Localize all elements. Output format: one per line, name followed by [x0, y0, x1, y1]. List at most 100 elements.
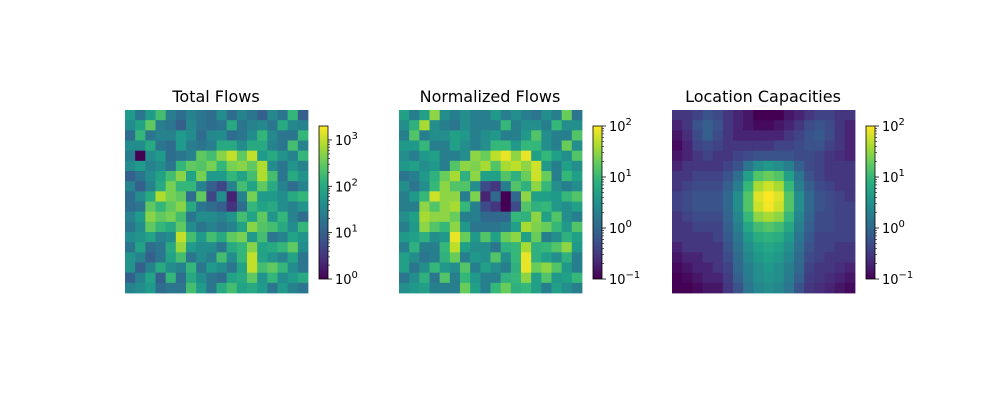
heatmap-cell	[480, 221, 491, 233]
heatmap-cell	[196, 181, 207, 192]
heatmap-cell	[429, 221, 441, 233]
heatmap-cell	[399, 272, 410, 284]
heatmap-cell	[247, 211, 258, 223]
heatmap-cell	[419, 262, 430, 274]
heatmap-cell	[814, 211, 825, 223]
heatmap-cell	[794, 242, 805, 253]
heatmap-cell	[571, 191, 583, 202]
heatmap-cell	[722, 130, 734, 141]
heatmap-cell	[419, 120, 430, 131]
heatmap-cell	[763, 130, 775, 141]
heatmap-cell	[521, 181, 532, 192]
heatmap-cell	[722, 232, 734, 243]
heatmap-cell	[561, 130, 573, 141]
heatmap-cell	[460, 242, 471, 253]
heatmap-cell	[551, 181, 563, 192]
heatmap-cell	[733, 181, 744, 192]
heatmap-cell	[500, 221, 512, 233]
heatmap-cell	[470, 150, 481, 162]
heatmap-cell	[551, 282, 563, 294]
heatmap-cell	[733, 221, 744, 233]
heatmap-cell	[702, 211, 714, 223]
heatmap-cell	[287, 272, 299, 284]
heatmap-cell	[186, 191, 197, 202]
heatmap-cell	[814, 140, 825, 152]
heatmap-cell	[226, 171, 238, 182]
heatmap-cell	[449, 120, 461, 131]
heatmap-cell	[186, 171, 197, 182]
heatmap-cell	[429, 262, 441, 274]
heatmap-cell	[561, 211, 573, 223]
heatmap-cell	[155, 262, 167, 274]
heatmap-cell	[257, 262, 268, 274]
heatmap-cell	[125, 221, 136, 233]
heatmap-cell	[267, 201, 278, 213]
heatmap-cell	[439, 130, 451, 141]
heatmap-cell	[844, 150, 856, 162]
heatmap-cell	[541, 171, 552, 182]
heatmap-cell	[196, 191, 207, 202]
colorbar-tick-label: 101	[882, 168, 905, 186]
heatmap-cell	[277, 110, 289, 121]
heatmap-cell	[561, 181, 573, 192]
heatmap-cell	[216, 160, 228, 172]
heatmap-cell	[449, 272, 461, 284]
heatmap-cell	[722, 262, 734, 274]
heatmap-cell	[500, 232, 512, 243]
heatmap-cell	[460, 201, 471, 213]
heatmap-cell	[480, 272, 491, 284]
heatmap-cell	[824, 160, 836, 172]
heatmap-cell	[155, 211, 167, 223]
heatmap-cell	[814, 171, 825, 182]
heatmap-cell	[722, 171, 734, 182]
heatmap-cell	[175, 181, 187, 192]
heatmap-cell	[692, 130, 703, 141]
heatmap-cell	[672, 221, 683, 233]
heatmap-cell	[439, 282, 451, 294]
heatmap-cell	[409, 181, 420, 192]
heatmap-cell	[692, 272, 703, 284]
heatmap-cell	[216, 221, 228, 233]
heatmap-cell	[814, 201, 825, 213]
heatmap-cell	[460, 171, 471, 182]
heatmap-cell	[531, 252, 542, 263]
heatmap-cell	[834, 171, 846, 182]
heatmap-cell	[551, 252, 563, 263]
heatmap-cell	[672, 150, 683, 162]
heatmap-cell	[510, 232, 522, 243]
heatmap-cell	[419, 221, 430, 233]
heatmap-cell	[712, 242, 724, 253]
heatmap-cell	[773, 150, 785, 162]
heatmap-cell	[541, 120, 552, 131]
heatmap-cell	[531, 221, 542, 233]
heatmap-cell	[186, 252, 197, 263]
heatmap-cell	[712, 252, 724, 263]
heatmap-cell	[206, 272, 217, 284]
heatmap-cell	[399, 120, 410, 131]
heatmap-cell	[682, 211, 693, 223]
heatmap-cell	[135, 272, 146, 284]
heatmap-cell	[470, 130, 481, 141]
heatmap-cell	[236, 221, 248, 233]
heatmap-cell	[125, 130, 136, 141]
heatmap-cell	[470, 160, 481, 172]
heatmap-cell	[297, 201, 309, 213]
heatmap-cell	[135, 160, 146, 172]
heatmap-cell	[196, 252, 207, 263]
heatmap-cell	[672, 211, 683, 223]
heatmap-cell	[460, 282, 471, 294]
heatmap-cell	[753, 160, 764, 172]
heatmap-cell	[267, 110, 278, 121]
heatmap-cell	[439, 201, 451, 213]
heatmap-cell	[814, 191, 825, 202]
heatmap-cell	[226, 282, 238, 294]
heatmap-cell	[419, 150, 430, 162]
heatmap-cell	[449, 191, 461, 202]
heatmap-cell	[449, 110, 461, 121]
heatmap-cell	[804, 130, 815, 141]
heatmap-cell	[834, 201, 846, 213]
heatmap-cell	[814, 130, 825, 141]
heatmap-cell	[196, 262, 207, 274]
heatmap-cell	[804, 171, 815, 182]
heatmap-cell	[804, 110, 815, 121]
